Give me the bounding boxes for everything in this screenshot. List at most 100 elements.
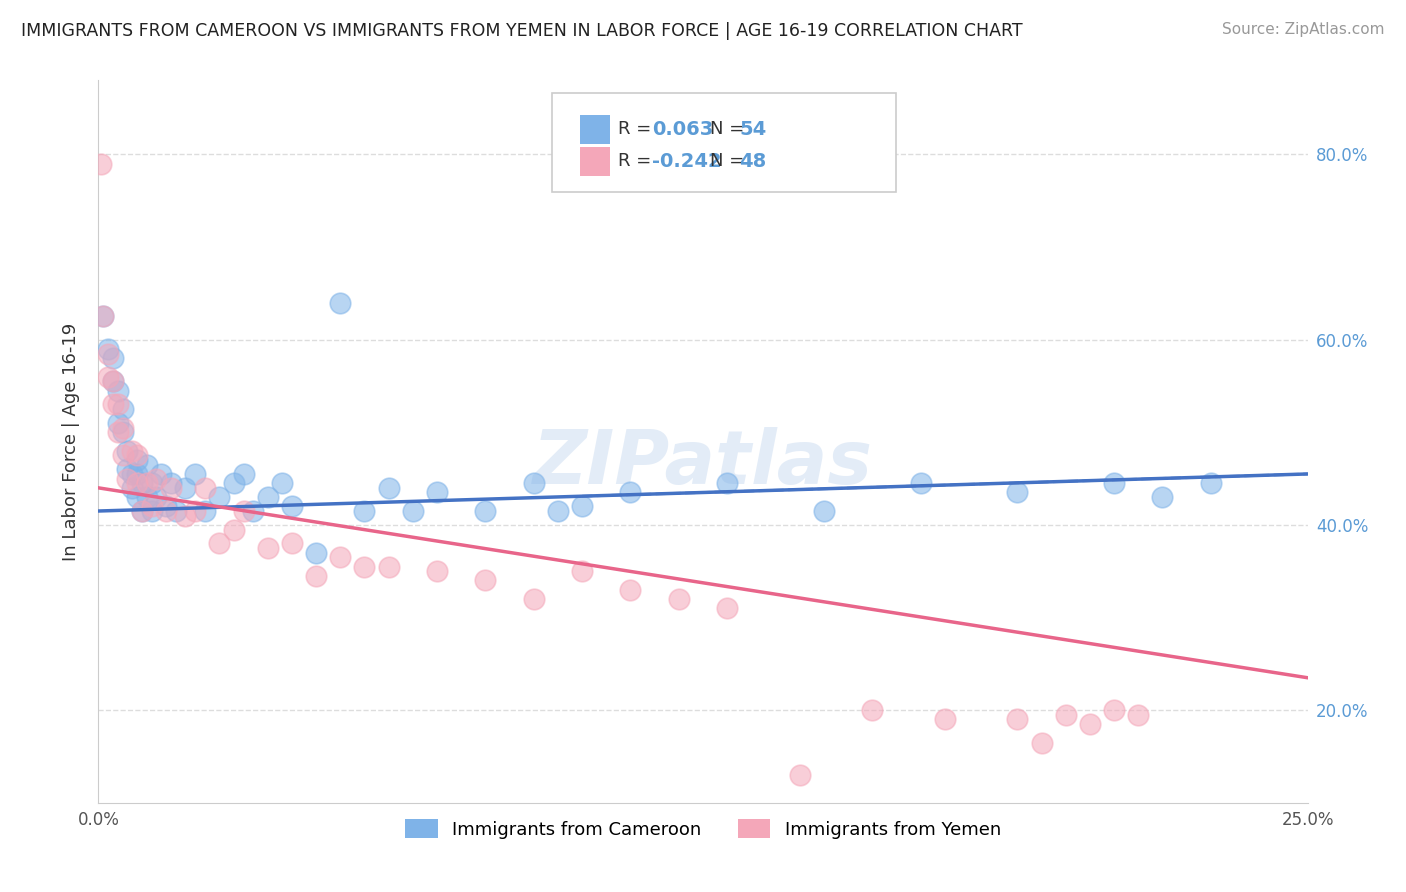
- Point: [353, 559, 375, 574]
- Point: [160, 476, 183, 491]
- Point: [1007, 485, 1029, 500]
- Point: [523, 592, 546, 607]
- Text: IMMIGRANTS FROM CAMEROON VS IMMIGRANTS FROM YEMEN IN LABOR FORCE | AGE 16-19 COR: IMMIGRANTS FROM CAMEROON VS IMMIGRANTS F…: [21, 22, 1022, 40]
- Bar: [579, 115, 610, 144]
- Point: [150, 467, 173, 481]
- Point: [111, 420, 134, 434]
- Point: [208, 536, 231, 550]
- Point: [117, 462, 139, 476]
- Point: [474, 504, 496, 518]
- Point: [174, 481, 197, 495]
- Point: [281, 536, 304, 550]
- Point: [101, 397, 124, 411]
- Point: [184, 467, 207, 481]
- Point: [860, 703, 883, 717]
- Point: [619, 582, 641, 597]
- Point: [127, 490, 149, 504]
- FancyBboxPatch shape: [551, 93, 897, 193]
- Point: [101, 375, 124, 389]
- Point: [127, 449, 149, 463]
- Point: [1128, 707, 1150, 722]
- Point: [1102, 703, 1125, 717]
- Point: [813, 504, 835, 518]
- Point: [194, 481, 217, 495]
- Point: [131, 476, 153, 491]
- Point: [111, 449, 134, 463]
- Point: [160, 481, 183, 495]
- Point: [117, 472, 139, 486]
- Point: [97, 369, 120, 384]
- Point: [141, 504, 163, 518]
- Point: [232, 504, 254, 518]
- Text: ZIPatlas: ZIPatlas: [533, 426, 873, 500]
- Point: [107, 384, 129, 398]
- Point: [117, 443, 139, 458]
- Point: [121, 467, 143, 481]
- Point: [101, 351, 124, 366]
- Text: 0.063: 0.063: [652, 120, 713, 139]
- Point: [305, 569, 328, 583]
- Point: [789, 768, 811, 782]
- Text: N =: N =: [710, 153, 751, 170]
- Point: [305, 546, 328, 560]
- Point: [377, 481, 399, 495]
- Text: N =: N =: [710, 120, 751, 138]
- Text: 48: 48: [740, 152, 766, 170]
- Point: [222, 476, 245, 491]
- Point: [571, 564, 593, 578]
- Point: [232, 467, 254, 481]
- Point: [426, 485, 449, 500]
- Point: [271, 476, 294, 491]
- Point: [90, 156, 112, 170]
- Point: [107, 397, 129, 411]
- Point: [934, 713, 956, 727]
- Point: [716, 476, 738, 491]
- Point: [131, 504, 153, 518]
- Point: [121, 481, 143, 495]
- Bar: [579, 147, 610, 176]
- Point: [91, 310, 114, 324]
- Point: [256, 541, 278, 555]
- Point: [402, 504, 425, 518]
- Point: [222, 523, 245, 537]
- Point: [111, 402, 134, 417]
- Point: [127, 453, 149, 467]
- Point: [135, 458, 157, 472]
- Text: 54: 54: [740, 120, 766, 139]
- Point: [1199, 476, 1222, 491]
- Text: R =: R =: [619, 153, 658, 170]
- Point: [377, 559, 399, 574]
- Point: [242, 504, 264, 518]
- Point: [1054, 707, 1077, 722]
- Point: [135, 490, 157, 504]
- Point: [1078, 717, 1101, 731]
- Point: [619, 485, 641, 500]
- Point: [97, 342, 120, 356]
- Point: [329, 550, 352, 565]
- Y-axis label: In Labor Force | Age 16-19: In Labor Force | Age 16-19: [62, 322, 80, 561]
- Point: [474, 574, 496, 588]
- Point: [155, 504, 177, 518]
- Point: [716, 601, 738, 615]
- Point: [145, 472, 167, 486]
- Point: [1152, 490, 1174, 504]
- Point: [145, 490, 167, 504]
- Point: [668, 592, 690, 607]
- Point: [281, 500, 304, 514]
- Point: [1007, 713, 1029, 727]
- Point: [571, 500, 593, 514]
- Legend: Immigrants from Cameroon, Immigrants from Yemen: Immigrants from Cameroon, Immigrants fro…: [398, 812, 1008, 846]
- Point: [141, 500, 163, 514]
- Point: [107, 425, 129, 440]
- Point: [135, 476, 157, 491]
- Point: [256, 490, 278, 504]
- Point: [121, 443, 143, 458]
- Point: [141, 476, 163, 491]
- Point: [127, 467, 149, 481]
- Point: [194, 504, 217, 518]
- Point: [155, 500, 177, 514]
- Point: [127, 476, 149, 491]
- Point: [165, 504, 187, 518]
- Point: [174, 508, 197, 523]
- Point: [107, 416, 129, 430]
